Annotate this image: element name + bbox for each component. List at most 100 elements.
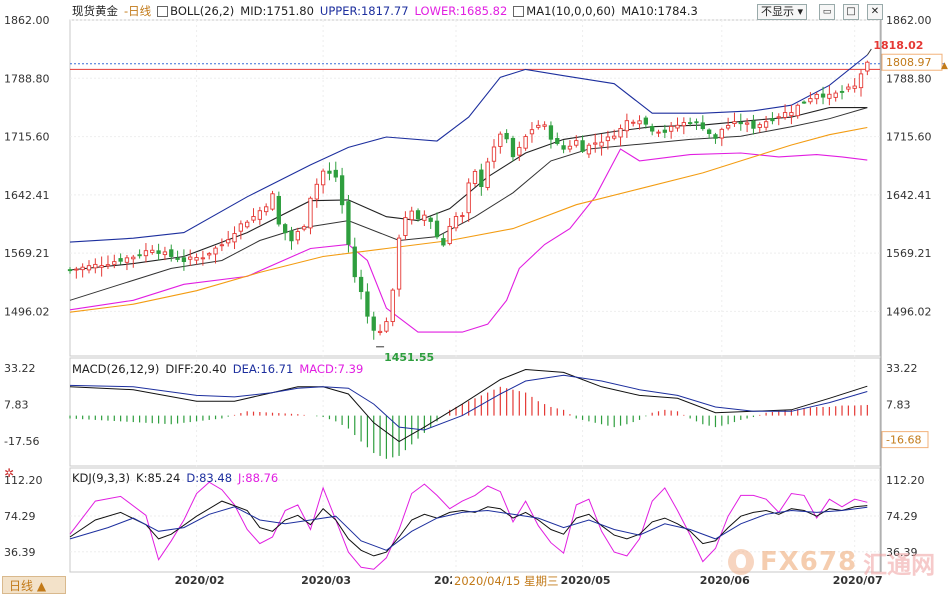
boll-upper-line (69, 54, 868, 243)
kdj-j-line (69, 481, 868, 570)
candle-body (169, 249, 174, 257)
candle-body (112, 261, 117, 265)
candle-body (694, 121, 699, 124)
crosshair-date-tag: 2020/04/15 星期三 (452, 573, 561, 589)
candle-body (820, 93, 826, 98)
macd-axis-left-tick: 33.22 (4, 362, 36, 375)
candle-body (232, 233, 237, 243)
candle-body (580, 140, 585, 152)
candle-body (719, 128, 724, 139)
candle-body (434, 220, 440, 238)
candle-body (593, 142, 598, 145)
candle-body (86, 265, 92, 271)
price-axis-left-tick: 1496.02 (4, 305, 50, 318)
kdj-axis-right-tick: 74.29 (886, 510, 918, 523)
candle-body (428, 217, 433, 222)
date-axis-tick: 2020/07 (833, 574, 883, 587)
candle-body (725, 124, 731, 129)
candle-body (213, 247, 218, 255)
macd-diff: DIFF:20.40 (165, 362, 227, 376)
candle-body (143, 250, 149, 257)
panel-frame-3 (69, 467, 881, 573)
candle-body (124, 257, 130, 263)
candle-body (93, 263, 98, 269)
last-price-label: 1808.97 (886, 56, 932, 69)
ma-legend-icon (513, 6, 525, 17)
candle-body (732, 121, 737, 124)
candle-body (460, 215, 465, 218)
candle-body (301, 226, 307, 230)
candle-body (637, 120, 642, 125)
period-label[interactable]: -日线 (124, 4, 152, 18)
candle-body (852, 85, 857, 89)
candle-body (447, 225, 452, 244)
candle-body (504, 132, 509, 140)
date-axis-tick: 2020/03 (301, 574, 351, 587)
macd-last-box (881, 431, 929, 449)
date-axis-tick: 2020/06 (700, 574, 750, 587)
candle-body (289, 230, 294, 242)
candle-body (150, 249, 155, 253)
candle-body (371, 316, 376, 331)
candle-body (105, 264, 111, 267)
boll-legend-icon (157, 6, 169, 17)
price-axis-left-tick: 1569.21 (4, 247, 50, 260)
candle-body (276, 195, 281, 225)
kdj-axis-left-tick: 74.29 (4, 510, 36, 523)
candle-body (181, 257, 187, 263)
candle-body (599, 141, 604, 147)
macd-name: MACD(26,12,9) (72, 362, 160, 376)
candle-body (612, 135, 617, 139)
candle-body (523, 136, 528, 149)
date-axis-tick: 2020/02 (175, 574, 225, 587)
candle-body (865, 61, 870, 72)
candle-body (555, 138, 560, 144)
candle-body (751, 120, 756, 129)
candle-body (137, 254, 142, 257)
panel-frame-2 (69, 357, 881, 467)
macd-axis-left-tick: 7.83 (4, 398, 29, 411)
candle-body (327, 170, 332, 174)
hide-dropdown[interactable]: 不显示 ▾ (757, 4, 807, 20)
candle-body (744, 122, 750, 125)
price-axis-right-tick: 1862.00 (886, 14, 932, 27)
candle-body (650, 125, 655, 132)
candle-body (441, 238, 446, 246)
candle-body (74, 268, 79, 271)
candle-body (308, 197, 313, 229)
watermark-logo-icon (728, 549, 754, 575)
price-axis-left-tick: 1642.41 (4, 189, 50, 202)
high-marker (866, 48, 872, 56)
price-axis-right-tick: 1642.41 (886, 189, 932, 202)
ma60-line (69, 126, 868, 313)
candle-body (713, 134, 718, 139)
minimize-icon[interactable]: ▭ (819, 4, 835, 20)
kdj-axis-right-tick: 36.39 (886, 546, 918, 559)
kdj-panel-header: KDJ(9,3,3) K:85.24 D:83.48 J:88.76 (72, 470, 278, 486)
price-axis-right-tick: 1715.60 (886, 131, 932, 144)
period-button[interactable]: 日线 ▲ (2, 576, 66, 594)
price-axis-left-tick: 1788.80 (4, 72, 50, 85)
candle-body (770, 118, 775, 122)
high-price-label: 1818.02 (873, 39, 923, 52)
candle-body (415, 210, 421, 220)
candle-body (586, 144, 592, 155)
close-icon[interactable]: ✕ (867, 4, 883, 20)
candle-body (365, 291, 370, 317)
candle-body (409, 210, 414, 221)
candle-body (384, 321, 389, 332)
candle-body (688, 122, 693, 125)
watermark: FX678 汇通网 (728, 544, 935, 580)
candle-body (175, 257, 180, 260)
candle-body (251, 216, 256, 221)
candle-body (472, 170, 478, 184)
settings-gear-icon[interactable]: ✲ (4, 466, 15, 480)
candle-body (681, 122, 686, 127)
boll-upper: UPPER:1817.77 (319, 4, 409, 18)
maximize-icon[interactable]: □ (843, 4, 859, 20)
candle-body (548, 125, 554, 140)
candle-body (479, 169, 484, 188)
candle-body (257, 210, 262, 220)
candle-body (422, 214, 427, 221)
